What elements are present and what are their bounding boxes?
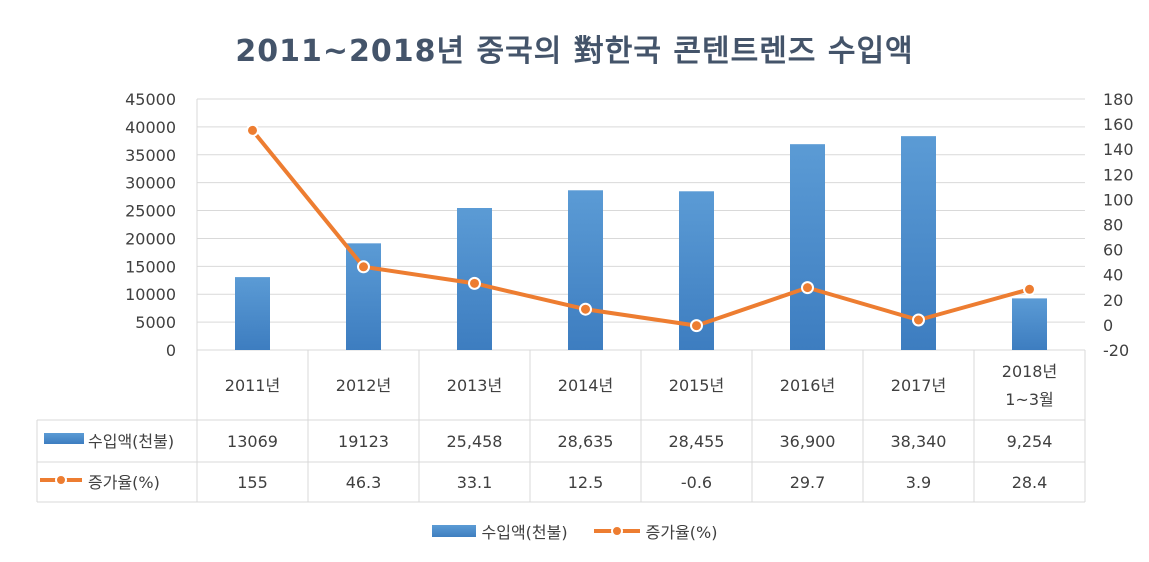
data-label: 12.5 [568,473,604,492]
chart-title: 2011~2018년 중국의 對한국 콘텐트렌즈 수입액 [235,34,914,69]
y2-tick-label: 140 [1103,140,1134,159]
y2-tick-label: 0 [1103,316,1113,335]
category-label: 2016년 [780,376,835,395]
data-label: 46.3 [346,473,382,492]
category-label: 2014년 [558,376,613,395]
line-point [468,276,481,290]
data-label: 28.4 [1012,473,1048,492]
legend-item-line: 증가율(%) [593,519,718,543]
legend-bar-swatch [431,525,476,537]
line-point [579,302,592,316]
y2-tick-label: 60 [1103,241,1123,260]
y2-tick-label: 180 [1103,90,1134,109]
table-key-bar [44,433,84,444]
category-label: 2011년 [225,376,280,395]
bar [1012,298,1047,350]
legend: 수입액(천불) 증가율(%) [0,519,1149,543]
y2-tick-label: 160 [1103,115,1134,134]
left-axis-ticks: 0 5000 10000 15000 20000 25000 30000 35000 40000… [125,90,176,360]
y-tick-label: 45000 [125,90,176,109]
y2-tick-label: 20 [1103,291,1123,310]
line-point [801,281,814,295]
data-label: 13069 [227,432,278,451]
right-axis-ticks: -20 0 20 40 60 80 100 120 140 160 180 [1103,90,1134,360]
y2-tick-label: 80 [1103,216,1123,235]
bar [568,190,603,350]
data-label: 33.1 [457,473,493,492]
data-label: -0.6 [681,473,712,492]
category-label: 2015년 [669,376,724,395]
legend-line-swatch [593,524,640,538]
y2-tick-label: 100 [1103,190,1134,209]
y-tick-label: 25000 [125,202,176,221]
y2-tick-label: 120 [1103,165,1134,184]
y-tick-label: 0 [166,341,176,360]
legend-label-line: 증가율(%) [645,523,718,542]
category-label: 2013년 [447,376,502,395]
data-label: 155 [237,473,268,492]
bar [790,144,825,350]
table-key-marker [55,474,67,486]
data-label: 9,254 [1007,432,1053,451]
category-label: 2017년 [891,376,946,395]
legend-item-bar: 수입액(천불) [431,519,568,543]
data-label: 38,340 [891,432,947,451]
line-point [246,123,259,137]
data-label: 28,455 [669,432,725,451]
line-series [246,123,1036,333]
table-row-header: 수입액(천불) [88,432,174,451]
line-point [1023,282,1036,296]
data-label: 28,635 [558,432,614,451]
series-line [250,129,1031,328]
y2-tick-label: 40 [1103,266,1123,285]
y-tick-label: 40000 [125,118,176,137]
bar [235,277,270,350]
category-label: 2012년 [336,376,391,395]
data-label: 19123 [338,432,389,451]
line-point [690,319,703,333]
data-label: 29.7 [790,473,826,492]
y-tick-label: 5000 [135,313,176,332]
category-label: 1~3월 [1005,390,1054,409]
table-row-header: 증가율(%) [88,473,160,492]
data-label: 3.9 [906,473,931,492]
y-tick-label: 20000 [125,229,176,248]
y2-tick-label: -20 [1103,341,1129,360]
y-tick-label: 35000 [125,146,176,165]
legend-label-bar: 수입액(천불) [481,523,568,542]
line-point [357,260,370,274]
y-tick-label: 15000 [125,257,176,276]
y-tick-label: 10000 [125,285,176,304]
category-label: 2018년 [1002,362,1057,381]
gridlines [196,98,1085,351]
data-label: 36,900 [780,432,836,451]
bar [346,243,381,350]
chart-canvas: 0 5000 10000 15000 20000 25000 30000 35000 40000… [36,90,1134,503]
y-tick-label: 30000 [125,174,176,193]
line-point [912,313,925,327]
data-label: 25,458 [447,432,503,451]
data-table: 2011년 2012년 2013년 2014년 2015년 2016년 2017년 2018년… [36,350,1086,503]
